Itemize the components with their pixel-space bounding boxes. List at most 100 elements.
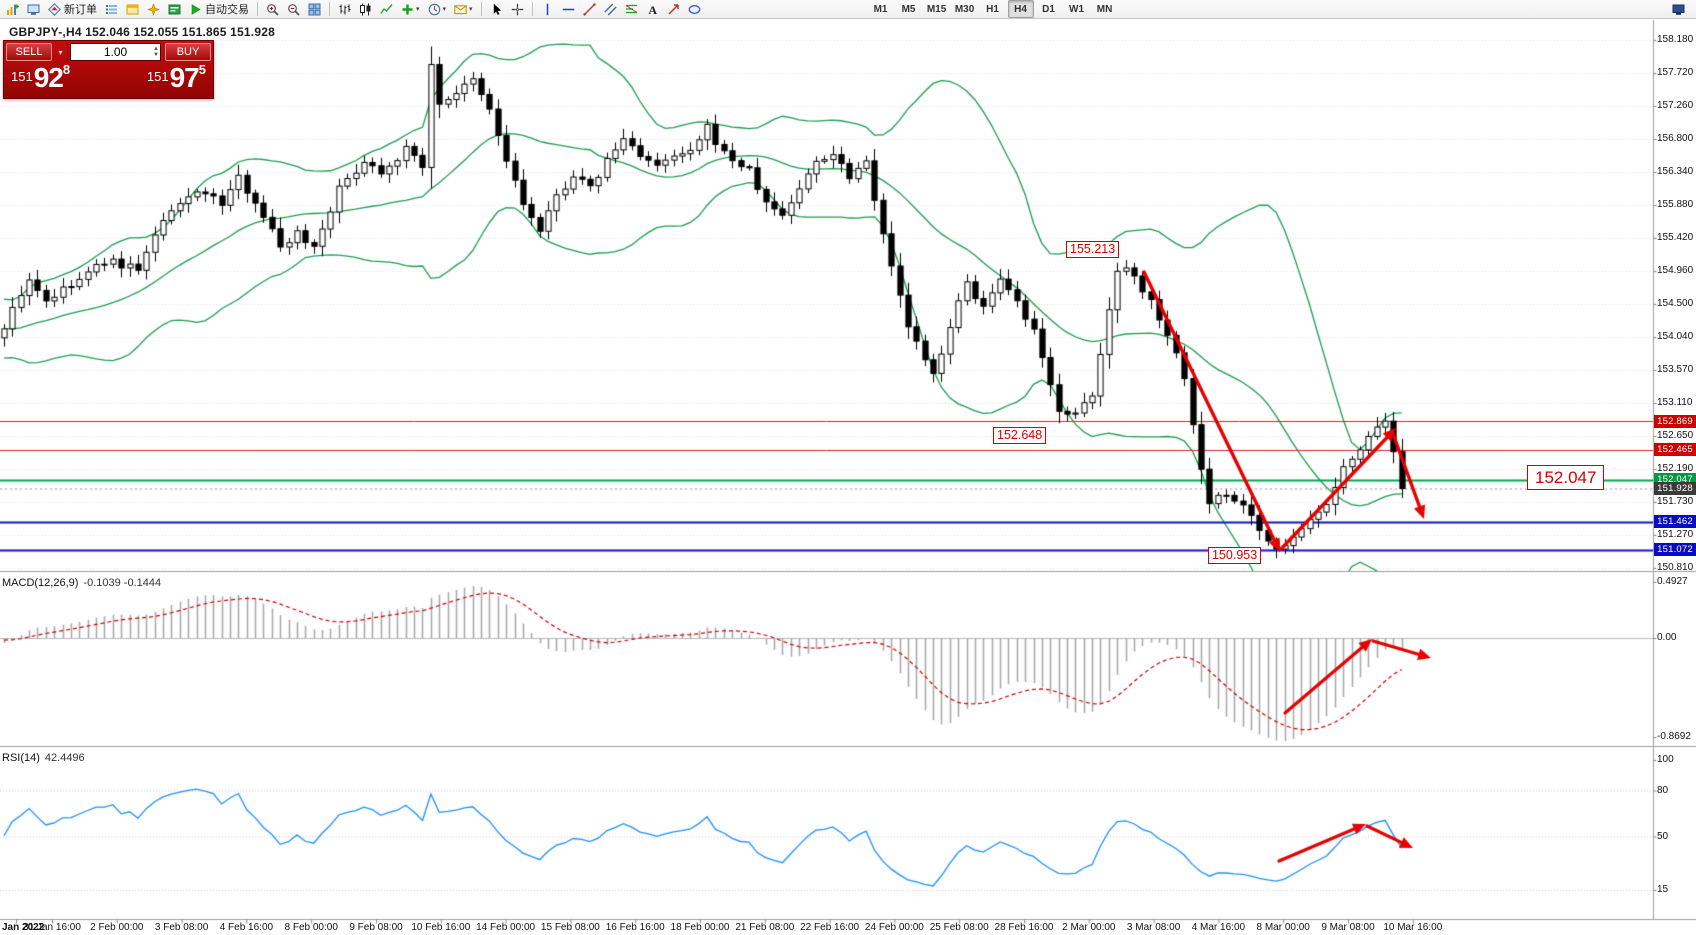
timeframe-button-m30[interactable]: M30 (954, 3, 975, 15)
price-line-badge: 151.072 (1654, 543, 1696, 557)
rsi-value: 42.4496 (44, 752, 85, 764)
time-axis-label: 18 Feb 00:00 (670, 922, 730, 933)
timeframe-button-m1[interactable]: M1 (873, 3, 888, 15)
rsi-axis-label: 80 (1657, 784, 1669, 796)
timeframe-button-h1[interactable]: H1 (986, 3, 999, 15)
crosshair-icon[interactable] (508, 0, 527, 19)
time-axis-label: 8 Feb 00:00 (284, 922, 338, 933)
time-axis-label: 2 Feb 00:00 (90, 922, 144, 933)
volume-input[interactable]: 1.00 ▲ ▼ (70, 43, 161, 61)
price-annotation-label[interactable]: 155.213 (1066, 241, 1120, 258)
rsi-title: RSI(14) (2, 752, 40, 764)
time-axis-label: 14 Feb 00:00 (476, 922, 536, 933)
bar-chart-icon[interactable] (335, 0, 354, 19)
chart-window-icon[interactable] (1669, 0, 1688, 19)
time-axis-label: 9 Feb 08:00 (349, 922, 403, 933)
candlestick-chart-icon[interactable] (356, 0, 375, 19)
time-axis-label: 9 Mar 08:00 (1321, 922, 1375, 933)
market-watch-icon[interactable] (102, 0, 121, 19)
price-axis-label: 157.260 (1657, 100, 1694, 111)
channel-icon[interactable] (601, 0, 620, 19)
text-icon[interactable]: A (643, 0, 662, 19)
timeframe-button-w1[interactable]: W1 (1069, 3, 1085, 15)
macd-title: MACD(12,26,9) (2, 577, 79, 589)
time-axis-label: 21 Feb 08:00 (735, 922, 795, 933)
time-axis-label: 3 Mar 08:00 (1126, 922, 1181, 933)
rsi-axis-label: 15 (1657, 884, 1669, 895)
buy-price[interactable]: 151975 (147, 62, 206, 94)
navigator-icon[interactable] (144, 0, 163, 19)
timeframe-button-m5[interactable]: M5 (901, 3, 916, 15)
volume-value: 1.00 (103, 45, 128, 59)
time-axis-label: 24 Feb 00:00 (864, 922, 924, 933)
trendline-icon[interactable] (580, 0, 599, 19)
line-chart-icon[interactable] (377, 0, 396, 19)
horizontal-line-icon[interactable] (559, 0, 578, 19)
fibonacci-icon[interactable] (622, 0, 641, 19)
price-axis-label: 155.880 (1657, 199, 1694, 210)
buy-price-sup: 5 (198, 62, 206, 77)
price-axis-label: 154.040 (1657, 331, 1694, 342)
arrows-icon[interactable] (664, 0, 683, 19)
time-axis-label: 4 Feb 16:00 (219, 922, 274, 933)
price-line-badge: 151.462 (1654, 515, 1696, 529)
chart-ohlc-line: GBPJPY-,H4 152.046 152.055 151.865 151.9… (9, 25, 275, 39)
time-axis-label: 3 Feb 08:00 (154, 922, 209, 933)
macd-axis-label: 0.4927 (1657, 576, 1688, 587)
time-axis-label: 10 Mar 16:00 (1383, 922, 1443, 933)
time-axis-label: 10 Feb 16:00 (411, 922, 471, 933)
price-annotation-label[interactable]: 152.648 (993, 427, 1047, 444)
profiles-icon[interactable] (24, 0, 43, 19)
volume-spinner: ▲ ▼ (153, 44, 159, 60)
sell-button[interactable]: SELL (6, 43, 52, 61)
indicators-icon[interactable]: ▾ (398, 0, 423, 19)
toolbar-separator (257, 2, 258, 16)
rsi-axis-label: 100 (1657, 754, 1674, 765)
sell-price[interactable]: 151928 (11, 62, 70, 94)
cursor-icon[interactable] (487, 0, 506, 19)
price-line-badge: 152.869 (1654, 414, 1696, 428)
timeframe-button-m15[interactable]: M15 (926, 3, 947, 15)
timeframe-button-h4[interactable]: H4 (1007, 0, 1034, 18)
data-window-icon[interactable] (123, 0, 142, 19)
price-axis-label: 156.340 (1657, 166, 1694, 177)
timeframe-button-d1[interactable]: D1 (1042, 3, 1055, 15)
price-axis-label: 155.420 (1657, 232, 1694, 243)
volume-down-icon[interactable]: ▼ (153, 52, 159, 58)
order-options-caret-icon[interactable]: ▾ (54, 43, 68, 61)
toolbar-separator (531, 2, 533, 16)
timeframe-button-mn[interactable]: MN (1096, 3, 1113, 15)
toolbar-separator (329, 2, 330, 16)
svg-text:A: A (648, 3, 657, 16)
zoom-out-icon[interactable] (284, 0, 303, 19)
auto-trading-button[interactable]: 自动交易 (186, 0, 252, 19)
price-annotation-label[interactable]: 150.953 (1208, 547, 1262, 564)
buy-button[interactable]: BUY (165, 43, 211, 61)
tile-windows-icon[interactable] (305, 0, 324, 19)
time-axis-label: 31 Jan 16:00 (23, 922, 81, 933)
volume-up-icon[interactable]: ▲ (153, 46, 159, 52)
price-axis-label: 158.180 (1657, 34, 1694, 45)
new-order-button[interactable]: 新订单 (45, 0, 100, 19)
vertical-line-icon[interactable] (538, 0, 557, 19)
price-axis-label: 154.960 (1657, 265, 1694, 276)
terminal-icon[interactable] (165, 0, 184, 19)
periods-icon[interactable]: ▾ (425, 0, 450, 19)
toolbar: 新订单 自动交易 ▾ ▾ ▾ A M1 M5 M15 M30 H1 H4 D1 W1 MN (0, 0, 1696, 19)
macd-axis-label: 0.00 (1657, 632, 1677, 643)
shapes-icon[interactable] (685, 0, 704, 19)
time-axis-label: 15 Feb 08:00 (540, 922, 600, 933)
time-axis-label: 28 Feb 16:00 (994, 922, 1054, 933)
time-axis-label: Jan 2022 (2, 922, 45, 933)
price-axis-label: 154.500 (1657, 298, 1694, 309)
zoom-in-icon[interactable] (263, 0, 282, 19)
new-chart-icon[interactable] (3, 0, 22, 19)
sell-price-sup: 8 (62, 62, 71, 77)
price-axis-label: 153.570 (1657, 364, 1694, 375)
target-price-label[interactable]: 152.047 (1527, 465, 1605, 490)
price-axis-label: 152.190 (1657, 463, 1694, 474)
templates-icon[interactable]: ▾ (451, 0, 476, 19)
macd-axis-label: -0.8692 (1657, 731, 1691, 742)
